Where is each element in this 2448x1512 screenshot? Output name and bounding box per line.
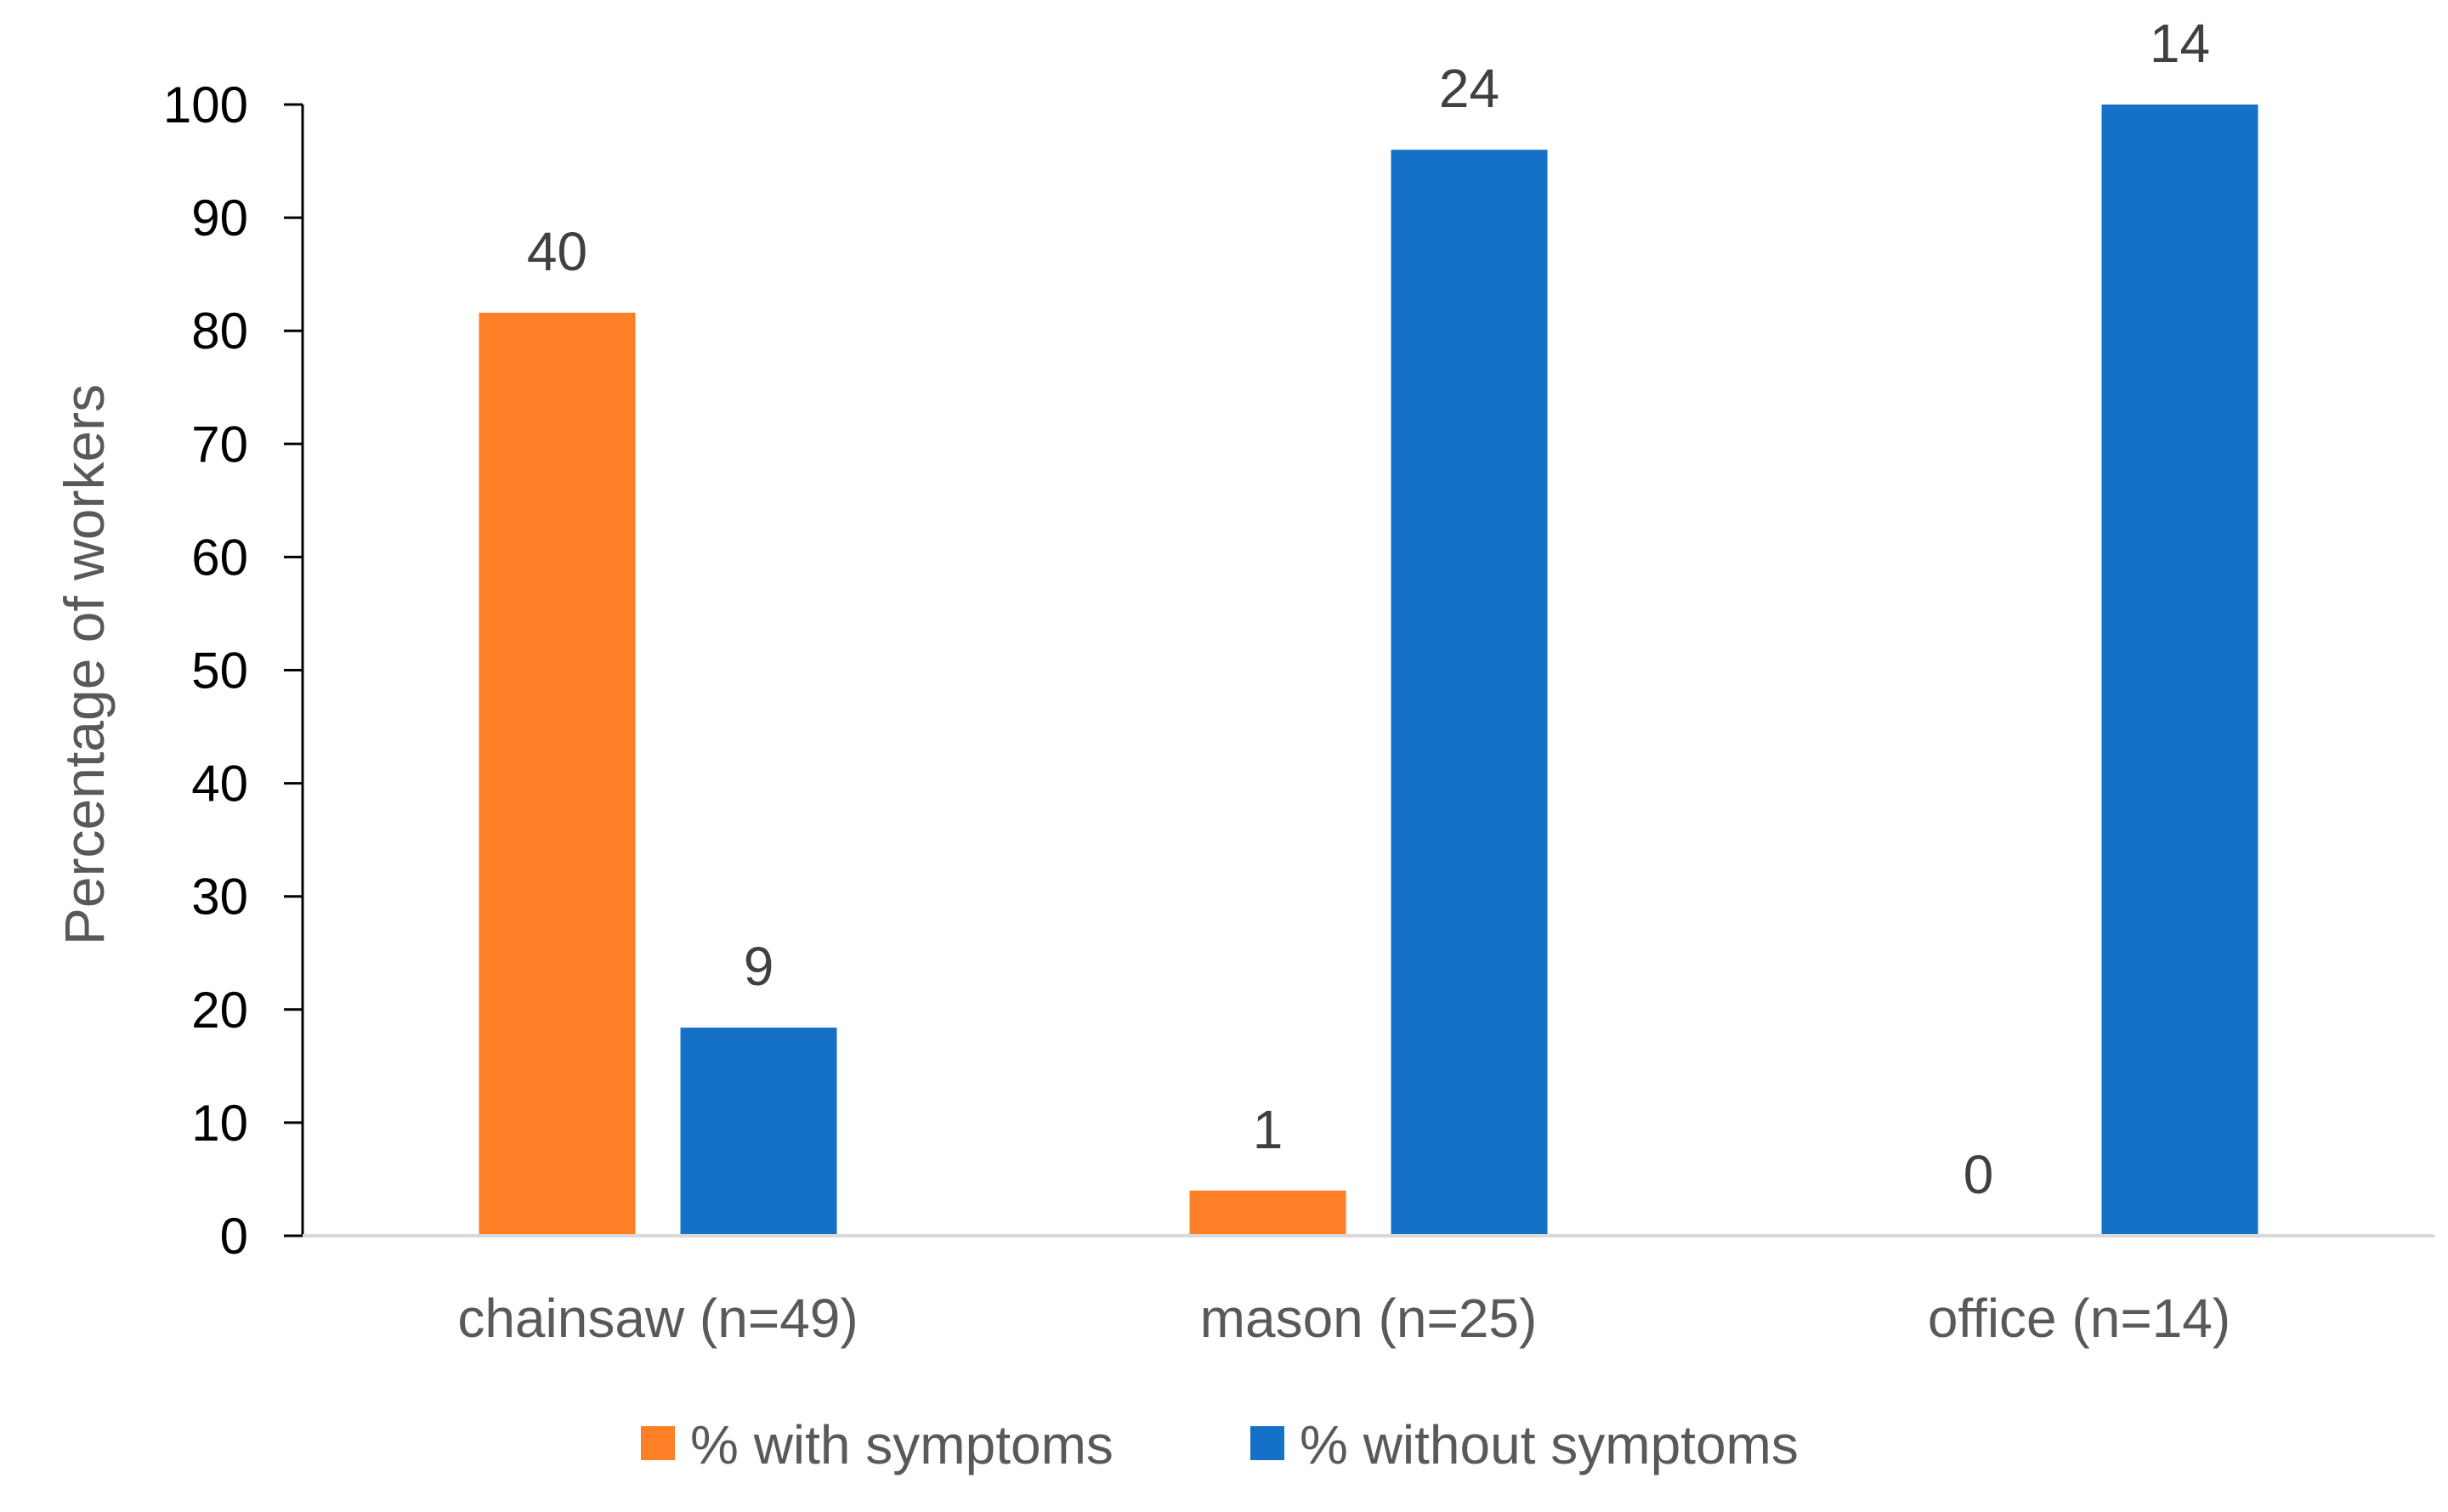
data-label: 0 [1964, 1144, 1994, 1205]
y-tick-label: 50 [191, 643, 248, 699]
category-label: mason (n=25) [1200, 1288, 1538, 1349]
data-label: 40 [527, 221, 587, 282]
legend-swatch [641, 1426, 675, 1460]
y-tick-label: 70 [191, 416, 248, 473]
y-tick-label: 100 [163, 76, 248, 133]
y-tick-label: 80 [191, 303, 248, 360]
data-label: 14 [2150, 13, 2210, 74]
data-label: 9 [744, 936, 774, 997]
data-label: 1 [1253, 1099, 1284, 1160]
bar-with-symptoms [479, 312, 636, 1236]
y-axis-title: Percentage of workers [53, 384, 116, 945]
bar-with-symptoms [1189, 1190, 1346, 1236]
bar-without-symptoms [680, 1028, 837, 1236]
y-tick-label: 10 [191, 1095, 248, 1152]
y-tick-label: 20 [191, 982, 248, 1039]
y-tick-label: 90 [191, 190, 248, 246]
y-axis-title-group: Percentage of workers [53, 384, 116, 945]
legend-label: % without symptoms [1300, 1414, 1799, 1475]
y-tick-label: 60 [191, 529, 248, 586]
y-axis: 0 10 20 30 40 50 60 70 80 90 100 [163, 76, 304, 1265]
y-tick-label: 40 [191, 756, 248, 813]
x-axis: chainsaw (n=49) mason (n=25) office (n=14) [303, 1234, 2434, 1349]
bar-without-symptoms [1391, 150, 1548, 1237]
legend-label: % with symptoms [690, 1414, 1114, 1475]
y-tick-label: 30 [191, 869, 248, 926]
category-label: office (n=14) [1928, 1288, 2230, 1349]
data-label: 24 [1439, 58, 1499, 119]
bar-without-symptoms [2101, 105, 2258, 1236]
category-label: chainsaw (n=49) [457, 1288, 858, 1349]
legend-swatch [1250, 1426, 1284, 1460]
bars: 40 9 1 24 0 14 [479, 13, 2258, 1237]
y-tick-label: 0 [220, 1208, 248, 1265]
legend: % with symptoms % without symptoms [641, 1414, 1799, 1475]
